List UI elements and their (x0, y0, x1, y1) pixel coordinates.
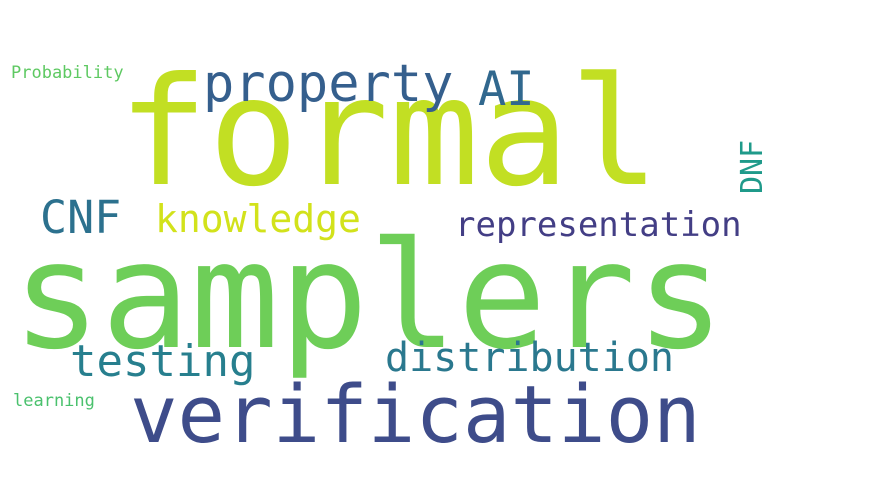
word-probability: Probability (11, 63, 124, 83)
word-property: property (203, 54, 454, 114)
word-verification: verification (130, 369, 701, 461)
word-formal: formal (118, 46, 660, 220)
word-knowledge: knowledge (155, 197, 361, 241)
word-cnf: CNF (40, 191, 122, 244)
word-samplers: samplers (12, 210, 725, 382)
word-representation: representation (455, 205, 742, 245)
word-dnf: DNF (735, 139, 770, 194)
word-ai: AI (478, 62, 535, 117)
word-distribution: distribution (385, 335, 674, 381)
word-testing: testing (70, 336, 256, 387)
word-learning: learning (13, 391, 95, 411)
